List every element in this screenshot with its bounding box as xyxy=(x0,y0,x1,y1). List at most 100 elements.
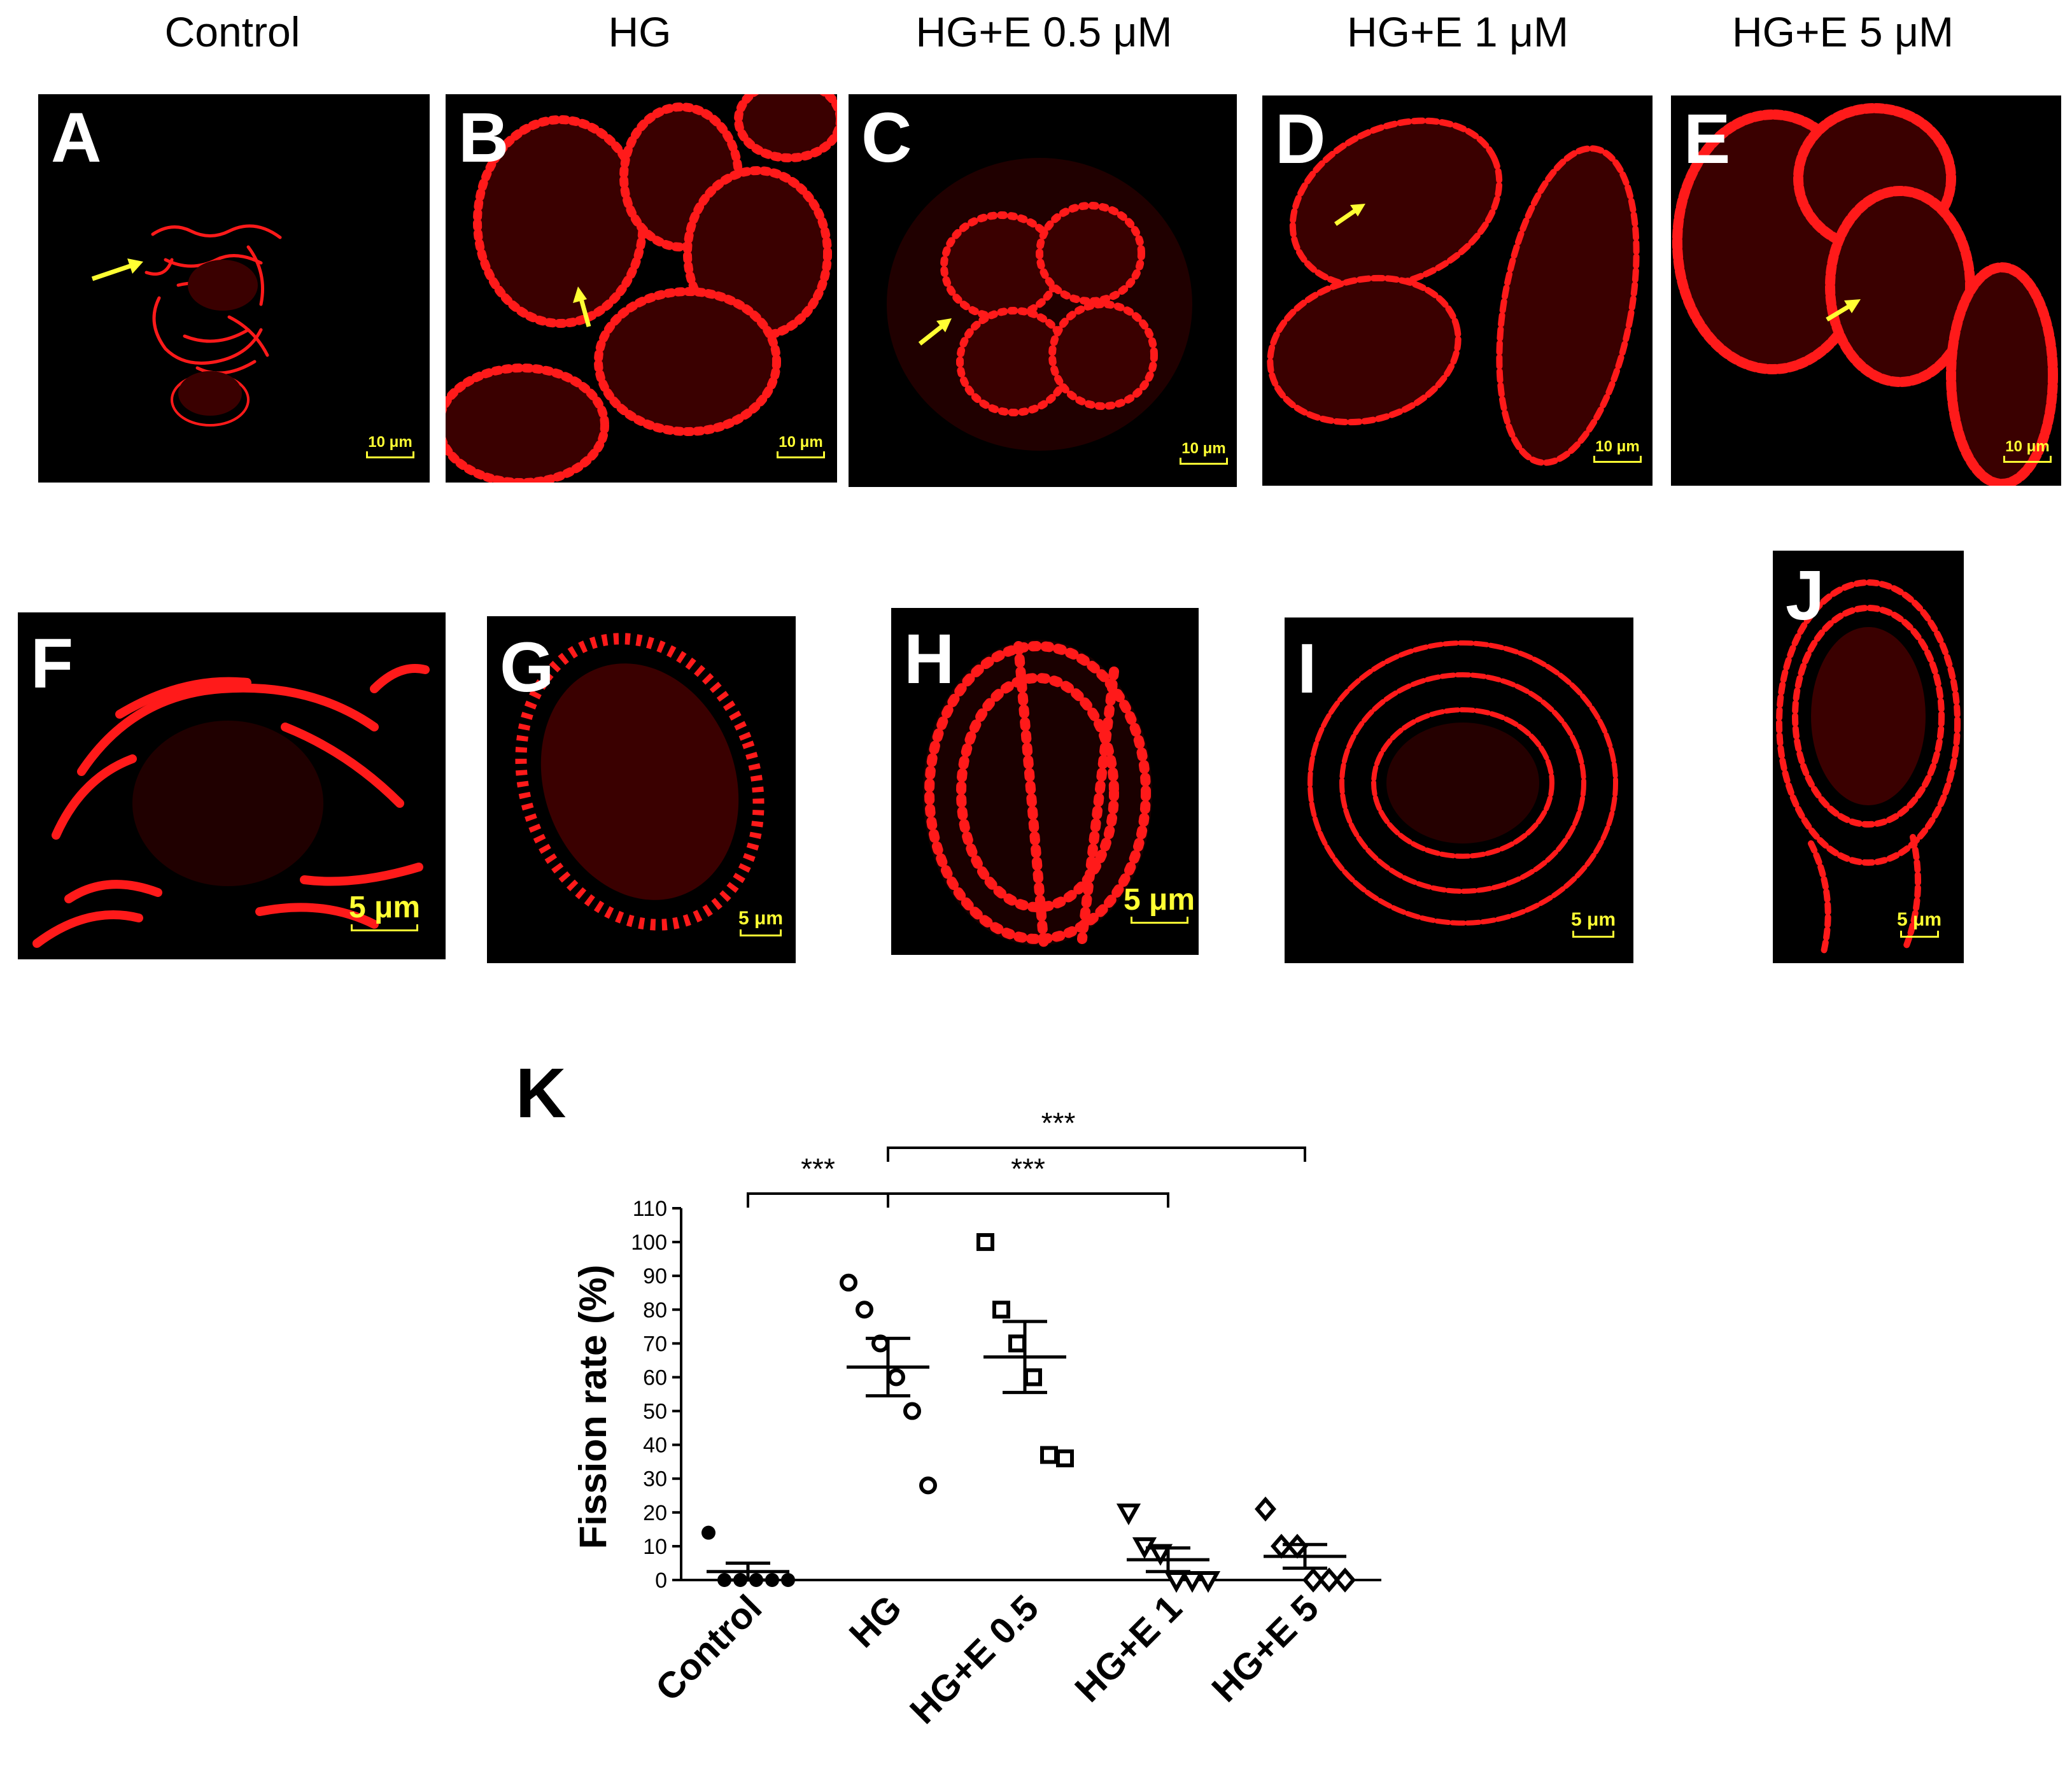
x-tick-label: HG+E 5 xyxy=(1204,1587,1327,1710)
data-point xyxy=(1180,1571,1205,1593)
y-tick-label: 110 xyxy=(633,1197,667,1221)
mitochondria-texture xyxy=(1307,640,1618,926)
scalebar-c: 10 μm xyxy=(1180,441,1228,465)
scalebar-label: 10 μm xyxy=(1595,438,1640,455)
micrograph-d: D 10 μm xyxy=(1262,95,1653,486)
y-tick-label: 0 xyxy=(655,1569,667,1593)
y-axis-label: Fission rate (%) xyxy=(572,1265,614,1549)
significance-label: *** xyxy=(1041,1106,1076,1139)
arrow-icon xyxy=(1826,299,1861,322)
scalebar-label: 5 μm xyxy=(1571,909,1616,930)
panel-letter-b: B xyxy=(458,99,509,177)
y-tick-label: 10 xyxy=(643,1535,667,1559)
x-tick-label: HG+E 0.5 xyxy=(902,1587,1047,1732)
panel-letter-j: J xyxy=(1786,556,1825,635)
column-title-hg-e-1: HG+E 1 μM xyxy=(1347,8,1568,55)
mitochondria-texture xyxy=(32,664,430,948)
micrograph-j: J 5 μm xyxy=(1773,551,1964,963)
panel-letter-k: K xyxy=(516,1054,566,1132)
arrow-icon xyxy=(918,318,952,346)
y-tick-label: 100 xyxy=(631,1231,667,1255)
data-point xyxy=(717,1573,731,1587)
mitochondria-texture xyxy=(446,94,837,483)
y-tick-label: 20 xyxy=(643,1501,667,1525)
arrow-icon xyxy=(91,258,143,281)
significance-label: *** xyxy=(801,1152,835,1185)
data-point xyxy=(1148,1544,1173,1566)
data-point xyxy=(781,1573,795,1587)
y-tick-label: 40 xyxy=(643,1434,667,1458)
data-point xyxy=(856,1301,873,1319)
data-point xyxy=(1024,1368,1042,1386)
data-point xyxy=(1255,1496,1276,1522)
data-point xyxy=(1008,1334,1026,1353)
data-point xyxy=(903,1402,921,1420)
scalebar-label: 10 μm xyxy=(1181,440,1226,457)
scalebar-label: 10 μm xyxy=(779,434,823,451)
panel-letter-c: C xyxy=(861,99,912,177)
scalebar-e: 10 μm xyxy=(2003,439,2052,463)
scalebar-a: 10 μm xyxy=(366,435,414,458)
panel-letter-h: H xyxy=(904,620,955,698)
panel-letter-i: I xyxy=(1297,630,1317,708)
mitochondria-texture xyxy=(144,224,282,427)
scalebar-j: 5 μm xyxy=(1897,910,1942,938)
scalebar-f: 5 μm xyxy=(349,893,420,931)
axes: 0 10 20 30 40 50 60 70 80 90 100 110 xyxy=(631,1197,1381,1593)
panel-letter-e: E xyxy=(1684,100,1731,178)
micrograph-f: F 5 μm xyxy=(18,612,446,959)
y-tick-label: 50 xyxy=(643,1400,667,1424)
data-point xyxy=(701,1525,715,1540)
data-point xyxy=(1334,1567,1356,1593)
micrograph-b: B 10 μm xyxy=(446,94,837,483)
significance-bracket xyxy=(887,1192,1169,1208)
micrograph-a: A 10 μm xyxy=(38,94,430,483)
data-point xyxy=(919,1476,937,1495)
data-point xyxy=(1318,1567,1340,1593)
scalebar-i: 5 μm xyxy=(1571,910,1616,938)
y-tick-label: 60 xyxy=(643,1365,667,1390)
scalebar-b: 10 μm xyxy=(777,435,825,458)
data-point xyxy=(992,1301,1010,1319)
mitochondria-texture xyxy=(887,158,1192,451)
data-point xyxy=(765,1573,779,1587)
significance-bracket xyxy=(887,1147,1306,1162)
significance-bracket xyxy=(747,1192,889,1208)
micrograph-g: G 5 μm xyxy=(487,616,796,963)
significance-label: *** xyxy=(1011,1152,1045,1185)
x-tick-label: HG xyxy=(842,1587,910,1655)
scalebar-label: 5 μm xyxy=(1897,909,1942,930)
data-point xyxy=(1302,1567,1324,1593)
column-title-hg-e-5: HG+E 5 μM xyxy=(1732,8,1954,55)
scalebar-label: 10 μm xyxy=(368,434,412,451)
data-point xyxy=(1116,1503,1141,1525)
scalebar-label: 10 μm xyxy=(2005,438,2050,455)
data-point xyxy=(1195,1571,1221,1593)
arrow-icon xyxy=(1334,204,1365,226)
data-point xyxy=(1056,1449,1074,1467)
mitochondria-texture xyxy=(515,633,765,931)
mitochondria-texture xyxy=(1672,103,2058,486)
data-point xyxy=(1040,1446,1058,1464)
y-tick-label: 70 xyxy=(643,1332,667,1356)
x-tick-label: HG+E 1 xyxy=(1067,1587,1190,1710)
data-point xyxy=(840,1273,857,1292)
data-point xyxy=(887,1368,905,1386)
panel-letter-f: F xyxy=(31,624,74,703)
micrograph-c: C 10 μm xyxy=(849,94,1237,487)
x-tick-label: Control xyxy=(647,1587,770,1709)
scalebar-label: 5 μm xyxy=(738,908,784,929)
data-point xyxy=(976,1233,994,1252)
y-tick-label: 30 xyxy=(643,1467,667,1492)
scalebar-h: 5 μm xyxy=(1124,885,1195,924)
arrow-icon xyxy=(573,286,591,327)
data-points xyxy=(701,1233,1356,1593)
significance-brackets: *** *** *** xyxy=(747,1106,1306,1208)
panel-letter-d: D xyxy=(1275,100,1326,178)
scalebar-g: 5 μm xyxy=(738,909,783,936)
mean-sem-bars xyxy=(707,1320,1346,1582)
micrograph-i: I 5 μm xyxy=(1285,617,1633,963)
scalebar-label: 5 μm xyxy=(349,891,421,924)
